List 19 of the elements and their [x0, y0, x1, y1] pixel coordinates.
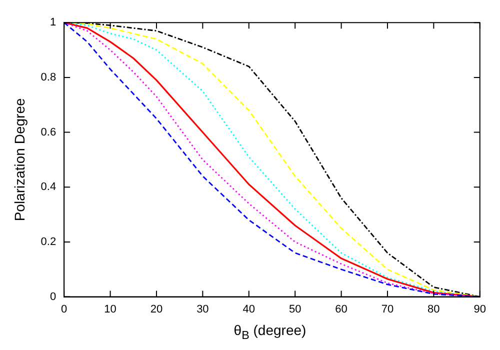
- x-tick-label: 30: [196, 303, 209, 316]
- y-tick-label: 1: [50, 16, 56, 29]
- y-tick-label: 0.2: [40, 236, 56, 248]
- x-tick-label: 0: [61, 303, 68, 316]
- y-tick-label: 0: [50, 290, 56, 303]
- x-tick-label: 90: [474, 303, 486, 316]
- x-tick-label: 60: [335, 303, 348, 316]
- y-tick-label: 0.4: [40, 181, 56, 194]
- y-tick-label: 0.6: [40, 126, 56, 138]
- x-tick-label: 20: [150, 303, 163, 316]
- y-tick-label: 0.8: [40, 71, 56, 84]
- x-tick-label: 10: [104, 303, 116, 316]
- x-axis-title: θ$_{B}$ (degree): [232, 322, 308, 342]
- x-tick-label: 40: [242, 303, 256, 316]
- line-series: [64, 22, 480, 297]
- x-tick-label: 50: [288, 303, 302, 316]
- x-tick-label: 70: [381, 303, 394, 316]
- x-tick-label: 80: [428, 303, 440, 316]
- y-axis-title: Polarization Degree: [11, 98, 28, 222]
